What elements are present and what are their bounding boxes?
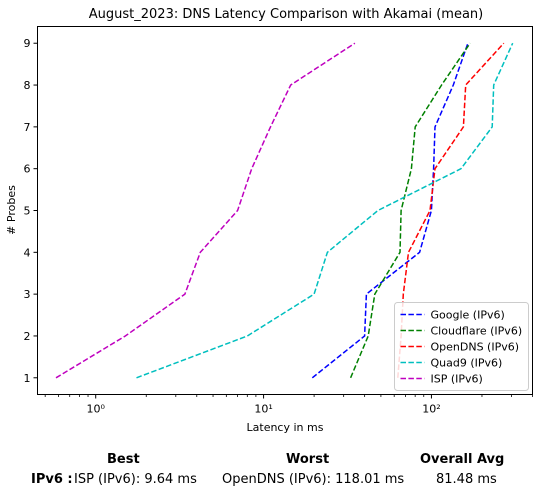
series-line (136, 42, 514, 379)
y-axis: 1 2 3 4 5 6 7 8 9 (24, 37, 38, 385)
legend-entry: ISP (IPv6) (431, 373, 483, 386)
series-line (349, 42, 471, 379)
x-tick-label: 10¹ (254, 403, 272, 416)
chart-legend: Google (IPv6) Cloudflare (IPv6) OpenDNS (I… (394, 302, 529, 391)
y-tick-label: 5 (24, 205, 31, 218)
legend-entry: Google (IPv6) (431, 309, 505, 322)
y-tick-label: 9 (24, 37, 31, 50)
summary-worst-value: OpenDNS (IPv6): 118.01 ms (222, 472, 405, 487)
y-tick-label: 6 (24, 163, 31, 176)
series-line (311, 42, 469, 379)
summary-worst-header: Worst (286, 452, 330, 467)
y-tick-label: 4 (24, 246, 31, 259)
y-axis-label: # Probes (5, 185, 18, 235)
summary-row-label: IPv6 : (31, 472, 73, 487)
summary-best-header: Best (107, 452, 140, 467)
x-tick-label: 10⁰ (87, 403, 106, 416)
y-tick-label: 2 (24, 330, 31, 343)
y-tick-label: 3 (24, 288, 31, 301)
latency-chart: August_2023: DNS Latency Comparison with… (5, 7, 533, 434)
summary-avg-header: Overall Avg (420, 452, 505, 467)
series-line (55, 42, 356, 379)
x-tick-label: 10² (422, 403, 440, 416)
y-tick-label: 7 (24, 121, 31, 134)
y-tick-label: 8 (24, 79, 31, 92)
summary-avg-value: 81.48 ms (436, 472, 497, 487)
x-axis-label: Latency in ms (247, 421, 324, 434)
legend-entry: Quad9 (IPv6) (431, 357, 503, 370)
y-tick-label: 1 (24, 372, 31, 385)
legend-entry: Cloudflare (IPv6) (431, 325, 523, 338)
chart-title: August_2023: DNS Latency Comparison with… (89, 7, 483, 22)
summary-best-value: ISP (IPv6): 9.64 ms (74, 472, 197, 487)
legend-entry: OpenDNS (IPv6) (431, 341, 520, 354)
x-axis: 10⁰ 10¹ 10² (44, 394, 533, 416)
legend-box (394, 302, 529, 391)
